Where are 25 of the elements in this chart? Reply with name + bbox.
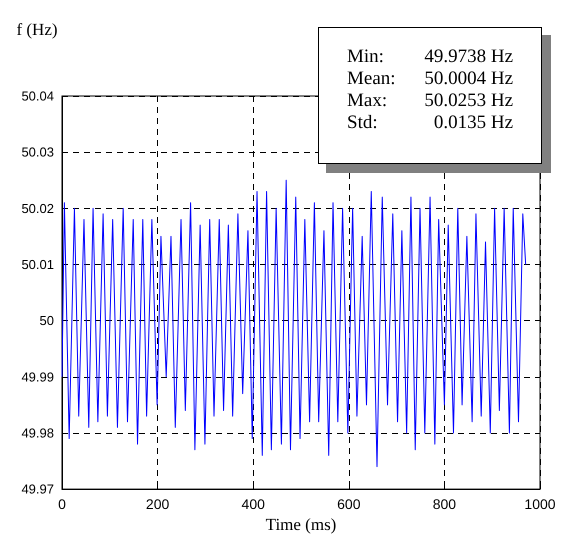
y-tick-label: 49.99	[21, 369, 54, 384]
x-tick-label: 200	[146, 496, 170, 512]
y-tick-label: 50.04	[21, 88, 54, 104]
annotation: Std:	[347, 112, 378, 134]
y-tick-label: 50.03	[21, 144, 54, 160]
x-tick-label: 1000	[524, 496, 556, 512]
y-tick-label: 50.01	[21, 256, 54, 272]
text: Min:	[347, 46, 384, 67]
x-tick-label: 600	[337, 496, 361, 512]
y-axis-title: f (Hz)	[16, 20, 58, 39]
line-series	[62, 180, 526, 468]
y-tick-label: 49.97	[21, 482, 54, 497]
x-tick-label: 0	[58, 496, 66, 512]
x-tick-label: 400	[242, 496, 266, 512]
x-axis-title: Time (ms)	[266, 515, 336, 534]
text: 49.9738 Hz	[424, 46, 513, 67]
y-tick-label: 50.02	[21, 200, 54, 216]
annotation: 0.0135 Hz	[434, 112, 513, 134]
annotation: 50.0253 Hz	[424, 90, 513, 112]
y-tick-label: 50	[40, 313, 54, 328]
annotation: Max:	[347, 90, 388, 112]
y-tick-label: 49.98	[21, 425, 54, 440]
x-tick-label: 800	[432, 496, 456, 512]
text: Mean:	[347, 68, 396, 89]
text: 50.0004 Hz	[424, 68, 513, 89]
